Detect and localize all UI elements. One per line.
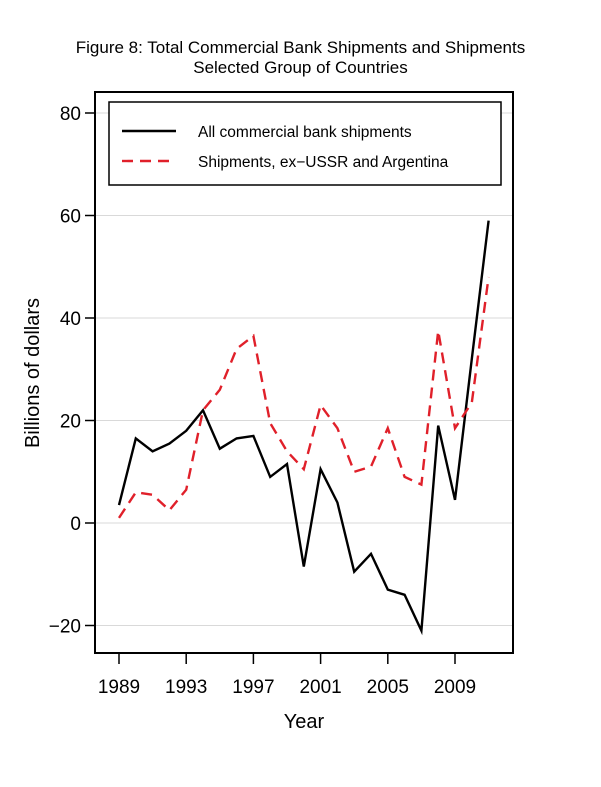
x-axis: 1989 1993 1997 2001 2005 2009 <box>98 653 476 698</box>
legend-label-ex-ussr-argentina: Shipments, ex−USSR and Argentina <box>198 154 449 171</box>
x-tick-label: 2001 <box>299 677 341 698</box>
legend: All commercial bank shipments Shipments,… <box>108 101 502 186</box>
y-tick-label: 20 <box>60 412 81 433</box>
x-tick-label: 1993 <box>165 677 207 698</box>
y-axis-title: Billions of dollars <box>22 298 44 448</box>
y-axis: −20 0 20 40 60 80 <box>49 104 95 638</box>
x-tick-label: 1997 <box>232 677 274 698</box>
y-tick-label: −20 <box>49 617 81 638</box>
series-lines <box>117 220 490 636</box>
chart-title-line-2: Selected Group of Countries <box>193 58 408 77</box>
gridlines <box>95 112 513 626</box>
y-tick-label: 80 <box>60 104 81 125</box>
x-tick-label: 2009 <box>434 677 476 698</box>
y-tick-label: 60 <box>60 207 81 228</box>
y-tick-label: 0 <box>70 514 81 535</box>
x-tick-label: 2005 <box>367 677 409 698</box>
y-tick-label: 40 <box>60 309 81 330</box>
plot-frame <box>94 91 514 654</box>
chart-title: Figure 8: Total Commercial Bank Shipment… <box>0 38 601 78</box>
chart-title-line-1: Figure 8: Total Commercial Bank Shipment… <box>75 38 526 57</box>
x-axis-title: Year <box>284 711 325 733</box>
legend-label-all-shipments: All commercial bank shipments <box>198 124 412 141</box>
series-line-0 <box>117 220 490 636</box>
x-tick-label: 1989 <box>98 677 140 698</box>
legend-box <box>108 101 502 186</box>
series-line-1 <box>117 276 490 519</box>
